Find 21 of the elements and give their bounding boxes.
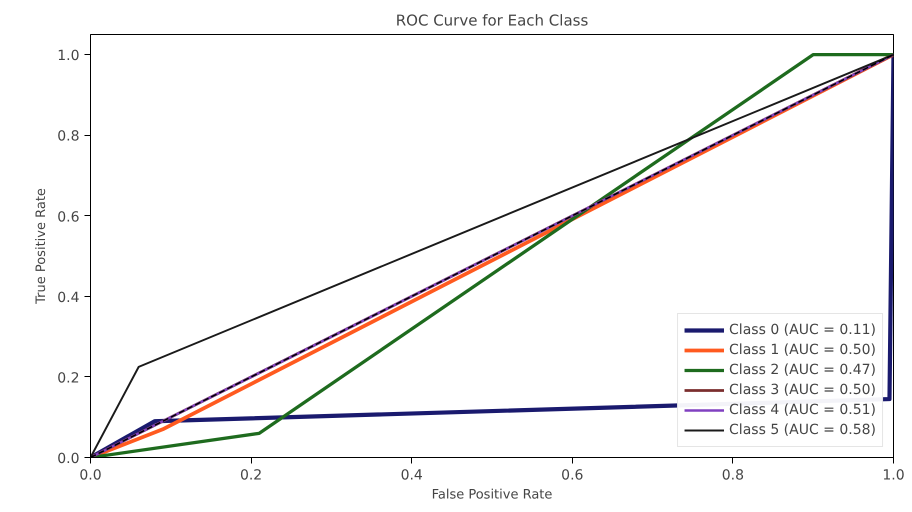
x-axis-title: False Positive Rate (432, 488, 552, 502)
x-tick-label: 0.4 (400, 468, 423, 484)
legend-label: Class 2 (AUC = 0.47) (729, 362, 876, 378)
legend-label: Class 1 (AUC = 0.50) (729, 342, 876, 358)
y-axis-title: True Positive Rate (34, 188, 50, 305)
y-tick-label: 0.4 (57, 290, 80, 306)
legend-label: Class 3 (AUC = 0.50) (729, 382, 876, 398)
y-tick-label: 1.0 (57, 48, 80, 64)
y-tick-label: 0.2 (57, 370, 80, 386)
y-tick-label: 0.0 (57, 451, 80, 467)
y-tick-label: 0.6 (57, 209, 80, 226)
x-tick-label: 0.0 (79, 468, 102, 484)
y-tick-label: 0.8 (57, 128, 80, 145)
x-tick-label: 0.8 (722, 468, 744, 484)
legend-label: Class 5 (AUC = 0.58) (729, 422, 876, 438)
legend-label: Class 4 (AUC = 0.51) (729, 402, 876, 418)
chart-title: ROC Curve for Each Class (396, 12, 588, 30)
legend-label: Class 0 (AUC = 0.11) (729, 322, 876, 338)
x-tick-label: 0.2 (240, 468, 262, 484)
x-tick-label: 1.0 (882, 468, 905, 484)
x-tick-label: 0.6 (561, 468, 584, 484)
